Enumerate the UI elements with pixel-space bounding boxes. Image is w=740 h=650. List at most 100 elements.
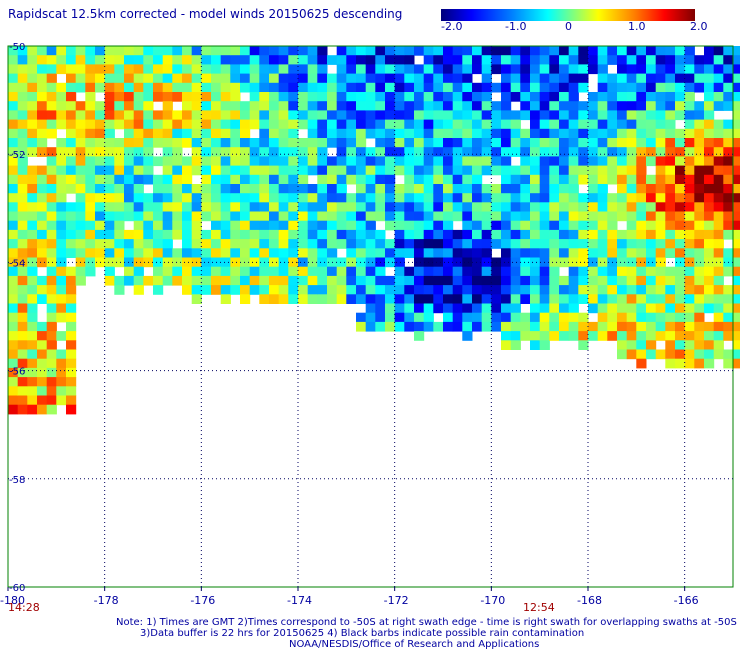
wind-cell	[713, 156, 724, 167]
wind-cell	[278, 193, 289, 203]
wind-cell	[317, 294, 328, 304]
wind-cell	[162, 211, 173, 222]
wind-cell	[568, 128, 579, 139]
wind-cell	[95, 110, 106, 121]
wind-cell	[46, 367, 57, 378]
wind-cell	[56, 395, 67, 406]
wind-cell	[510, 294, 521, 304]
wind-cell	[646, 303, 657, 314]
wind-cell	[27, 101, 38, 111]
wind-cell	[385, 165, 396, 176]
wind-cell	[510, 73, 521, 84]
wind-cell	[665, 275, 676, 286]
lat-tick-label: -54	[9, 258, 25, 269]
wind-cell	[182, 257, 193, 268]
wind-cell	[433, 165, 444, 176]
wind-cell	[733, 147, 740, 157]
wind-cell	[27, 349, 38, 360]
wind-cell	[481, 211, 492, 222]
wind-cell	[249, 220, 260, 231]
wind-cell	[694, 110, 705, 121]
wind-cell	[423, 101, 434, 111]
wind-cell	[56, 377, 67, 387]
wind-cell	[617, 193, 628, 203]
wind-cell	[675, 174, 686, 185]
wind-cell	[346, 46, 357, 56]
wind-cell	[307, 294, 318, 304]
wind-cell	[182, 275, 193, 286]
wind-cell	[578, 285, 589, 295]
wind-cell	[259, 239, 270, 249]
wind-cell	[27, 358, 38, 369]
wind-cell	[182, 266, 193, 277]
colorbar-tick: 0	[565, 20, 572, 33]
wind-cell	[588, 64, 599, 75]
wind-cell	[230, 156, 241, 167]
wind-cell	[636, 156, 647, 167]
wind-cell	[17, 110, 28, 121]
wind-cell	[491, 211, 502, 222]
wind-cell	[491, 165, 502, 176]
wind-cell	[249, 55, 260, 65]
wind-cell	[8, 220, 19, 231]
wind-cell	[143, 64, 154, 75]
wind-cell	[481, 303, 492, 314]
wind-cell	[133, 275, 144, 286]
wind-cell	[66, 367, 77, 378]
wind-cell	[211, 174, 222, 185]
wind-cell	[356, 82, 367, 93]
wind-cell	[655, 275, 666, 286]
wind-cell	[182, 55, 193, 65]
wind-cell	[56, 147, 67, 157]
wind-cell	[723, 321, 734, 332]
wind-cell	[704, 138, 715, 148]
wind-cell	[240, 275, 251, 286]
wind-cell	[143, 211, 154, 222]
wind-cell	[143, 46, 154, 56]
wind-cell	[578, 331, 589, 341]
wind-cell	[172, 156, 183, 167]
wind-cell	[452, 55, 463, 65]
wind-cell	[182, 119, 193, 130]
wind-cell	[336, 128, 347, 139]
wind-cell	[75, 184, 86, 194]
wind-cell	[404, 92, 415, 102]
wind-cell	[520, 321, 531, 332]
wind-cell	[365, 101, 376, 111]
wind-cell	[27, 312, 38, 323]
wind-cell	[597, 156, 608, 167]
wind-cell	[530, 184, 541, 194]
wind-cell	[520, 73, 531, 84]
wind-cell	[733, 128, 740, 139]
wind-cell	[462, 257, 473, 268]
wind-cell	[675, 156, 686, 167]
wind-cell	[655, 211, 666, 222]
wind-cell	[655, 55, 666, 65]
wind-cell	[249, 82, 260, 93]
wind-cell	[636, 331, 647, 341]
wind-cell	[704, 156, 715, 167]
wind-cell	[114, 138, 125, 148]
wind-cell	[336, 202, 347, 212]
wind-cell	[491, 229, 502, 240]
wind-cell	[510, 229, 521, 240]
wind-cell	[288, 147, 299, 157]
wind-cell	[375, 174, 386, 185]
wind-cell	[317, 184, 328, 194]
wind-cell	[8, 64, 19, 75]
wind-cell	[704, 229, 715, 240]
wind-cell	[172, 73, 183, 84]
wind-cell	[298, 119, 309, 130]
wind-cell	[626, 248, 637, 258]
wind-cell	[617, 156, 628, 167]
wind-cell	[346, 101, 357, 111]
wind-cell	[124, 165, 135, 176]
wind-cells	[8, 46, 740, 415]
wind-cell	[539, 46, 550, 56]
wind-cell	[269, 73, 280, 84]
wind-cell	[655, 193, 666, 203]
wind-cell	[472, 119, 483, 130]
wind-cell	[520, 46, 531, 56]
wind-cell	[549, 275, 560, 286]
wind-cell	[269, 46, 280, 56]
